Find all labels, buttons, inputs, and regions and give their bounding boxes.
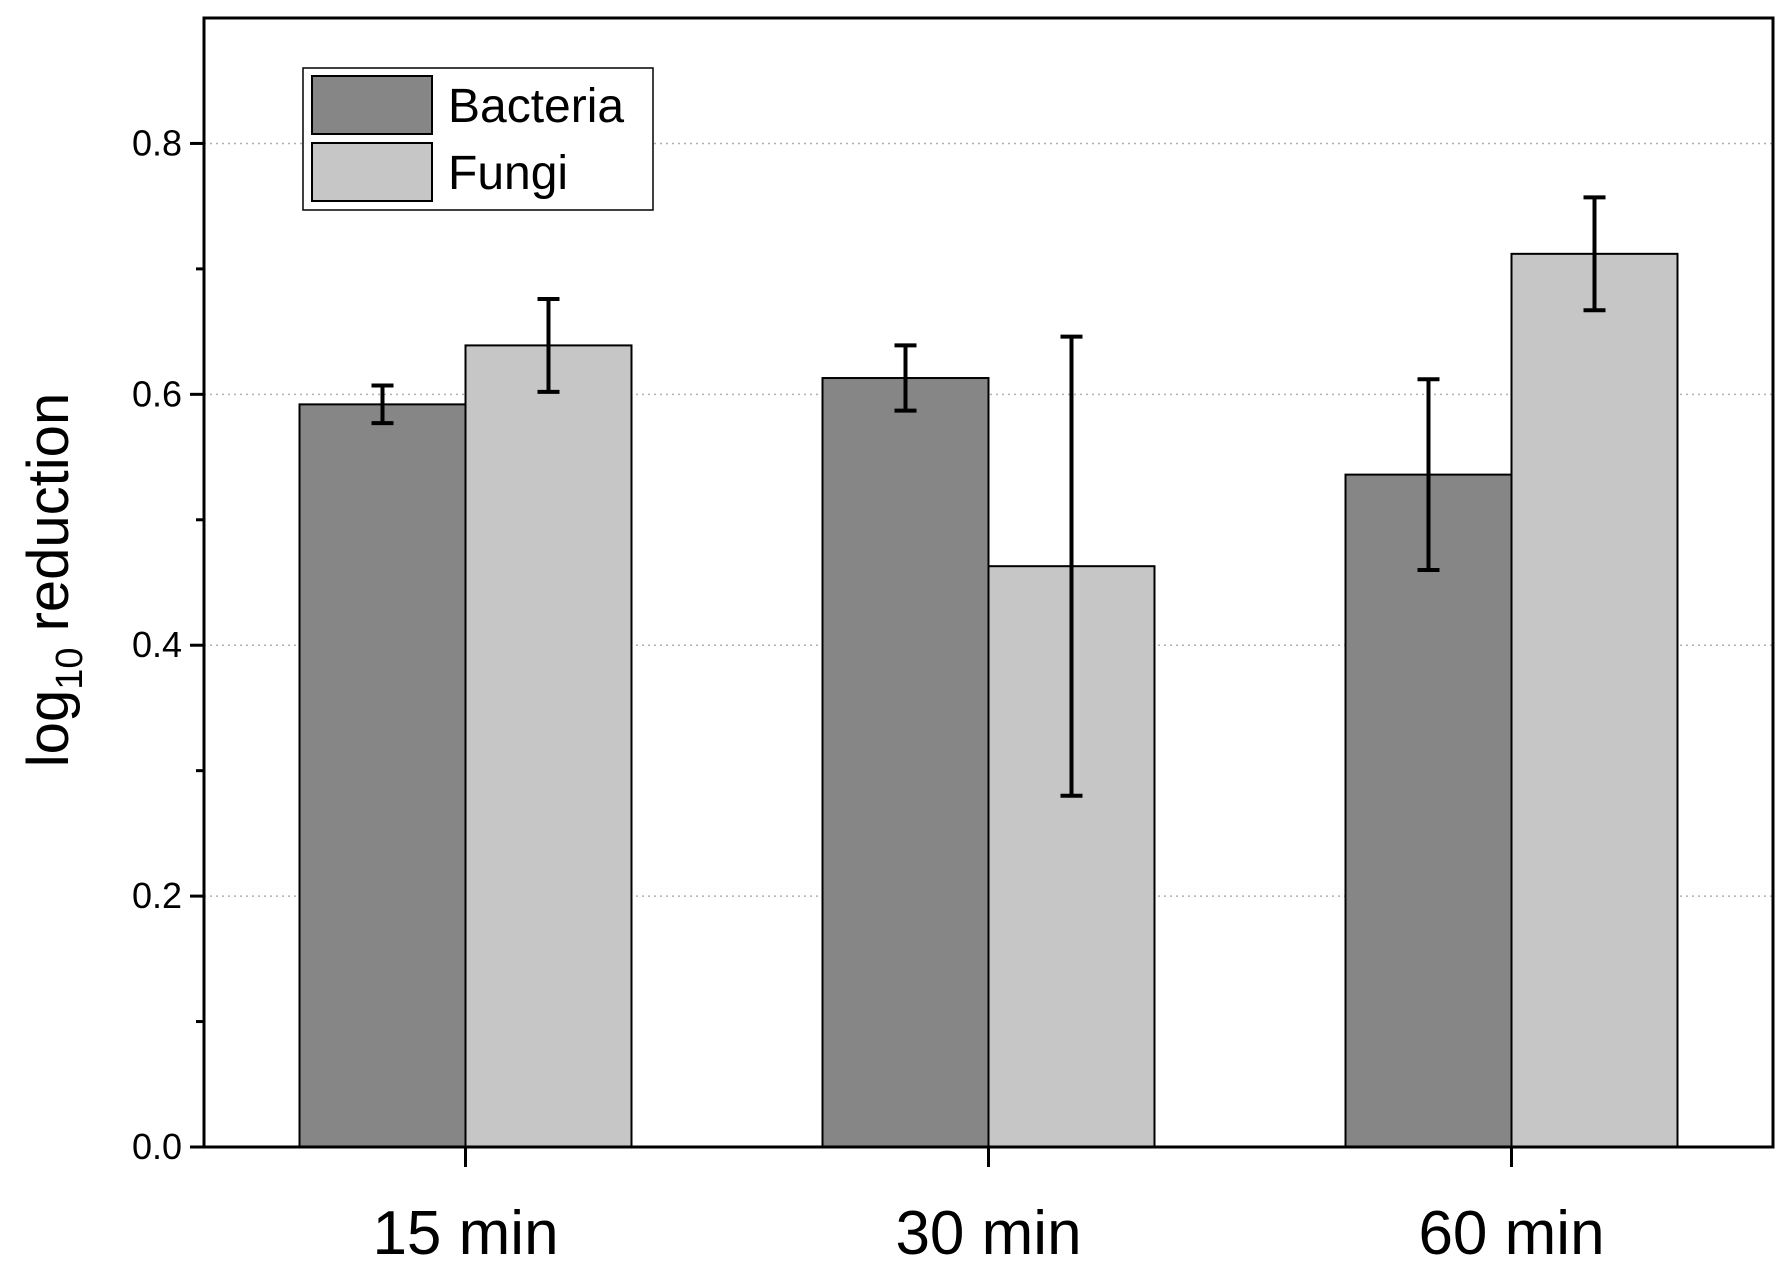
bar-bacteria-3 [1344,473,1513,1148]
bar-bacteria-2 [821,377,990,1148]
y-tick-label: 0.0 [132,1126,182,1167]
legend: Bacteria Fungi [302,67,654,211]
bar-fungi-3 [1510,252,1679,1148]
y-tick-label: 0.4 [132,624,182,665]
y-tick-label: 0.6 [132,373,182,414]
legend-label-bacteria: Bacteria [448,80,624,133]
y-axis-label: log10 reduction [16,393,91,767]
error-bars [371,195,1606,798]
x-tick-label: 60 min [1418,1199,1604,1268]
bar-fungi-1 [464,344,633,1149]
legend-swatch-fungi [311,142,433,202]
x-tick-label: 15 min [372,1199,558,1268]
legend-label-fungi: Fungi [448,147,568,200]
bar-bacteria-1 [298,403,467,1148]
bars [298,252,1679,1149]
legend-swatch-bacteria [311,75,433,135]
ticks: 0.0 0.2 0.4 0.6 0.8 15 min 30 min 60 min [132,122,1605,1268]
x-tick-label: 30 min [895,1199,1081,1268]
y-tick-label: 0.2 [132,875,182,916]
y-tick-label: 0.8 [132,122,182,163]
